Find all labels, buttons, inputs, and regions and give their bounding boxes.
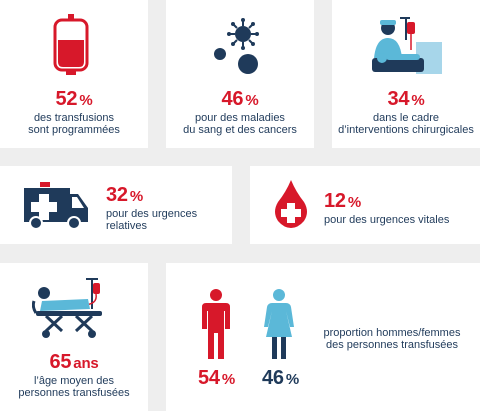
surgery-value: 34	[387, 88, 410, 110]
stat-card-relative-emergency: 32% pour des urgences relatives	[0, 166, 232, 244]
women-unit: %	[285, 371, 299, 388]
surgery-unit: %	[411, 92, 425, 109]
gender-caption-line1: proportion hommes/femmes	[323, 327, 461, 339]
relative-emergency-caption-line1: pour des urgences	[106, 208, 198, 220]
blood-drop-cross-icon	[274, 180, 308, 228]
stat-card-gender: 54% 46% proportion hommes/femmes des per…	[166, 263, 480, 411]
blood-bag-icon	[52, 14, 90, 76]
vital-emergency-unit: %	[347, 194, 361, 211]
programmed-caption-line1: des transfusions	[33, 112, 115, 124]
stat-card-programmed: 52% des transfusions sont programmées	[0, 0, 148, 148]
relative-emergency-caption-line2: relatives	[106, 220, 147, 232]
stat-card-surgery: 34% dans le cadre d’interventions chirur…	[332, 0, 480, 148]
blood-cancer-caption-line2: du sang et des cancers	[183, 124, 297, 136]
programmed-unit: %	[79, 92, 93, 109]
blood-cancer-value: 46	[221, 88, 244, 110]
women-value: 46	[262, 367, 284, 389]
vital-emergency-caption-line1: pour des urgences vitales	[324, 214, 450, 226]
surgeon-icon	[370, 14, 446, 78]
ambulance-icon	[22, 182, 90, 230]
mean-age-value: 65	[49, 351, 72, 373]
virus-icon	[210, 14, 274, 78]
surgery-caption-line2: d’interventions chirurgicales	[338, 124, 474, 136]
vital-emergency-value: 12	[324, 190, 346, 212]
men-unit: %	[221, 371, 235, 388]
mean-age-unit: ans	[73, 355, 99, 372]
man-icon	[202, 289, 230, 361]
gender-caption-line2: des personnes transfusées	[325, 339, 459, 351]
stat-card-mean-age: 65 ans l’âge moyen des personnes transfus…	[0, 263, 148, 411]
stat-card-blood-cancer: 46% pour des maladies du sang et des can…	[166, 0, 314, 148]
blood-cancer-unit: %	[245, 92, 259, 109]
relative-emergency-unit: %	[129, 188, 143, 205]
men-value: 54	[198, 367, 220, 389]
mean-age-caption-line1: l’âge moyen des	[33, 375, 115, 387]
woman-icon	[264, 289, 294, 361]
stretcher-patient-icon	[32, 277, 108, 341]
surgery-caption-line1: dans le cadre	[372, 112, 440, 124]
blood-cancer-caption-line1: pour des maladies	[195, 112, 285, 124]
mean-age-caption-line2: personnes transfusées	[18, 387, 130, 399]
relative-emergency-value: 32	[106, 184, 128, 206]
programmed-value: 52	[55, 88, 78, 110]
stat-card-vital-emergency: 12% pour des urgences vitales	[250, 166, 480, 244]
programmed-caption-line2: sont programmées	[28, 124, 120, 136]
